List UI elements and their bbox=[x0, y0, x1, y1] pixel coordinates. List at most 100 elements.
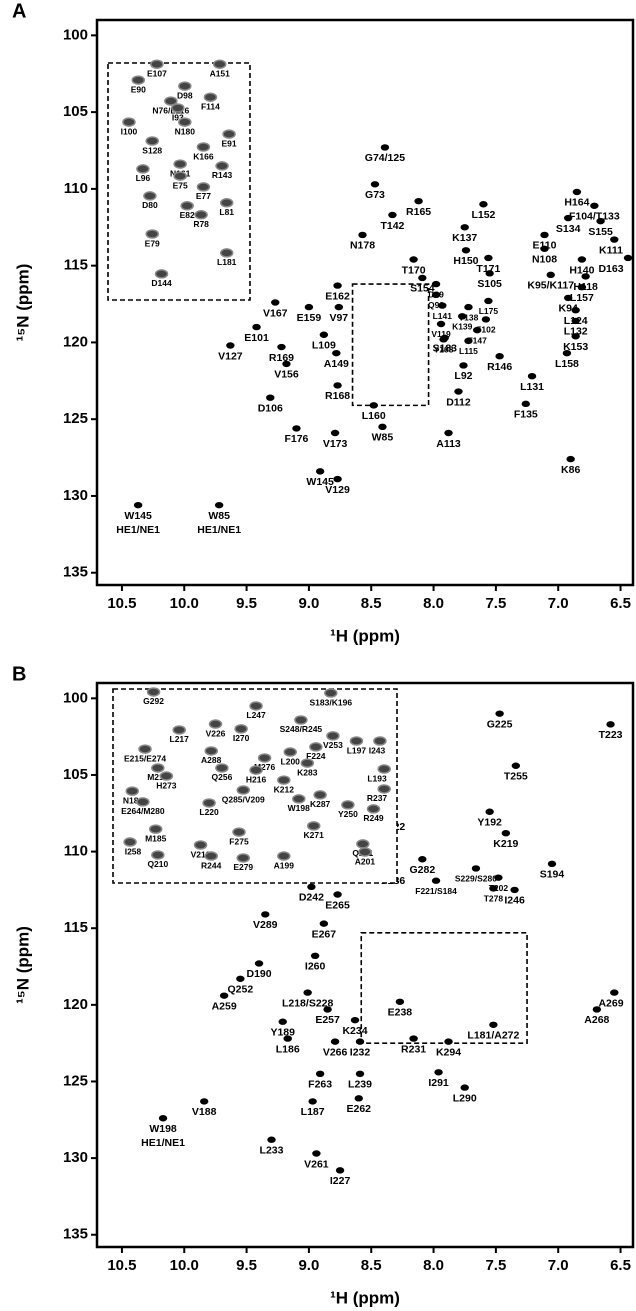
inset-peak-label: I93 bbox=[172, 112, 184, 122]
inset-peak-label: E91 bbox=[221, 138, 236, 148]
y-tick-label: 115 bbox=[64, 919, 88, 936]
peak bbox=[495, 710, 504, 717]
peak bbox=[330, 429, 340, 437]
inset-peak-label: S248/R245 bbox=[280, 724, 323, 734]
y-tick-label: 115 bbox=[64, 257, 88, 274]
peak-label: S134 bbox=[556, 223, 581, 235]
inset-peak-label: F114 bbox=[201, 101, 220, 111]
inset-peak-label: E79 bbox=[145, 238, 160, 248]
inset-peak bbox=[373, 736, 387, 746]
x-tick-label: 6.5 bbox=[610, 595, 631, 612]
x-axis-label: ¹H (ppm) bbox=[330, 1288, 400, 1307]
inset-peak-label: D98 bbox=[177, 90, 193, 100]
inset-peak bbox=[309, 742, 323, 752]
peak bbox=[431, 877, 441, 884]
peak-label: S105 bbox=[477, 278, 502, 290]
peak bbox=[540, 231, 549, 239]
inset-peak-label: K283 bbox=[297, 767, 318, 777]
peak-label: G225 bbox=[487, 718, 513, 730]
inset-peak-label: K271 bbox=[304, 830, 325, 840]
peak-label: D190 bbox=[246, 968, 271, 980]
inset-peak bbox=[203, 92, 218, 102]
peak bbox=[271, 299, 280, 306]
peak-label: E267 bbox=[312, 928, 337, 940]
inset-peak bbox=[249, 765, 263, 775]
peak-label: E162 bbox=[325, 290, 350, 302]
inset-peak-label: L181 bbox=[217, 257, 237, 267]
y-tick-label: 100 bbox=[63, 26, 88, 43]
peak bbox=[335, 1167, 345, 1174]
inset-peak bbox=[377, 784, 391, 794]
peak bbox=[444, 1038, 453, 1045]
inset-peak-label: E75 bbox=[173, 180, 188, 190]
peak bbox=[459, 362, 468, 369]
peak bbox=[369, 402, 378, 409]
inset-peak bbox=[171, 103, 185, 113]
inset-peak bbox=[123, 837, 137, 847]
inset-peak-label: E82 bbox=[180, 210, 195, 220]
y-tick-label: 125 bbox=[63, 410, 88, 427]
peak-label: H164 bbox=[564, 197, 589, 209]
peak bbox=[546, 271, 555, 279]
peak bbox=[460, 224, 469, 231]
inset-peak-label: I243 bbox=[369, 745, 386, 755]
inset-peak-label: L197 bbox=[347, 745, 367, 755]
peak bbox=[333, 475, 342, 483]
peak-label: I291 bbox=[428, 1077, 449, 1089]
peak-label: W145 bbox=[306, 476, 334, 488]
peak bbox=[350, 1016, 360, 1024]
peak bbox=[485, 270, 494, 277]
y-tick-label: 130 bbox=[63, 487, 88, 504]
peak-label: V129 bbox=[325, 484, 350, 496]
peak bbox=[431, 291, 441, 299]
peak bbox=[577, 283, 587, 291]
inset-peak-label: L220 bbox=[199, 807, 219, 817]
peak-label: H140 bbox=[569, 264, 594, 276]
peak bbox=[521, 400, 530, 408]
x-tick-label: 10.0 bbox=[170, 1257, 199, 1274]
peak bbox=[563, 214, 573, 222]
inset-peak bbox=[236, 853, 251, 863]
peak bbox=[409, 1035, 418, 1042]
peak bbox=[485, 808, 494, 815]
inset-peak-label: R244 bbox=[201, 860, 222, 870]
peak bbox=[310, 952, 320, 960]
peak bbox=[323, 1006, 332, 1013]
peak bbox=[610, 236, 619, 243]
inset-peak bbox=[145, 136, 159, 146]
peak bbox=[431, 280, 441, 288]
peak-label: A259 bbox=[212, 1000, 237, 1012]
peak bbox=[434, 1069, 443, 1076]
y-tick-label: 120 bbox=[63, 996, 88, 1013]
peak-label: W198 bbox=[149, 1123, 177, 1135]
inset-peak-label: M185 bbox=[145, 833, 167, 843]
peak bbox=[334, 303, 344, 311]
peak-label: H150 bbox=[453, 255, 478, 267]
peak bbox=[461, 247, 471, 254]
inset-peak bbox=[131, 75, 146, 85]
y-tick-label: 110 bbox=[64, 180, 88, 197]
peak-label: L233 bbox=[260, 1144, 284, 1156]
inset-peak-label: I270 bbox=[233, 733, 250, 743]
peak-label: G73 bbox=[365, 189, 385, 201]
peak bbox=[278, 1018, 287, 1025]
peak-label: D106 bbox=[258, 402, 283, 414]
peak-label: T171 bbox=[476, 263, 500, 275]
peak bbox=[388, 211, 397, 219]
inset-peak bbox=[204, 746, 218, 756]
peak bbox=[380, 144, 390, 151]
inset-peak bbox=[173, 171, 187, 181]
x-tick-label: 9.0 bbox=[298, 1257, 319, 1274]
inset-peak bbox=[125, 786, 139, 796]
inset-peak-label: I258 bbox=[125, 846, 142, 856]
peak-label: V167 bbox=[263, 307, 288, 319]
inset-peak-label: N180 bbox=[123, 795, 144, 805]
peak bbox=[200, 1098, 209, 1105]
peak bbox=[333, 282, 342, 289]
peak bbox=[158, 1115, 168, 1122]
x-tick-label: 8.5 bbox=[361, 1257, 382, 1274]
peak bbox=[510, 886, 519, 894]
peak bbox=[267, 1136, 276, 1143]
peak bbox=[566, 455, 575, 463]
peak-label: R231 bbox=[401, 1043, 426, 1055]
